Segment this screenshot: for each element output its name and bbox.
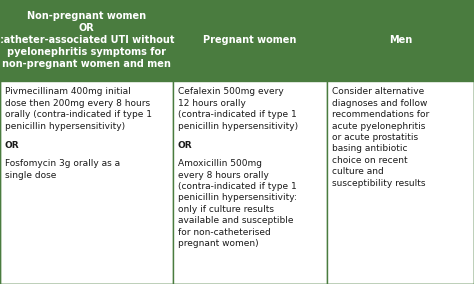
Text: Pivmecillinam 400mg initial
dose then 200mg every 8 hours
orally (contra-indicat: Pivmecillinam 400mg initial dose then 20… (5, 87, 152, 131)
Text: Pregnant women: Pregnant women (203, 36, 297, 45)
Text: Amoxicillin 500mg
every 8 hours orally
(contra-indicated if type 1
penicillin hy: Amoxicillin 500mg every 8 hours orally (… (178, 159, 297, 248)
Text: Fosfomycin 3g orally as a
single dose: Fosfomycin 3g orally as a single dose (5, 159, 120, 179)
Text: OR: OR (5, 141, 19, 151)
Bar (0, 81, 173, 284)
Text: Men: Men (389, 36, 412, 45)
Text: Consider alternative
diagnoses and follow
recommendations for
acute pyelonephrit: Consider alternative diagnoses and follo… (332, 87, 429, 188)
Text: OR: OR (178, 141, 192, 151)
Bar (173, 0, 327, 81)
Text: Cefalexin 500mg every
12 hours orally
(contra-indicated if type 1
penicillin hyp: Cefalexin 500mg every 12 hours orally (c… (178, 87, 298, 131)
Bar (327, 0, 474, 81)
Bar (173, 81, 327, 284)
Text: Non-pregnant women
OR
catheter-associated UTI without
pyelonephritis symptoms fo: Non-pregnant women OR catheter-associate… (0, 11, 175, 70)
Bar (327, 81, 474, 284)
Bar (0, 0, 173, 81)
